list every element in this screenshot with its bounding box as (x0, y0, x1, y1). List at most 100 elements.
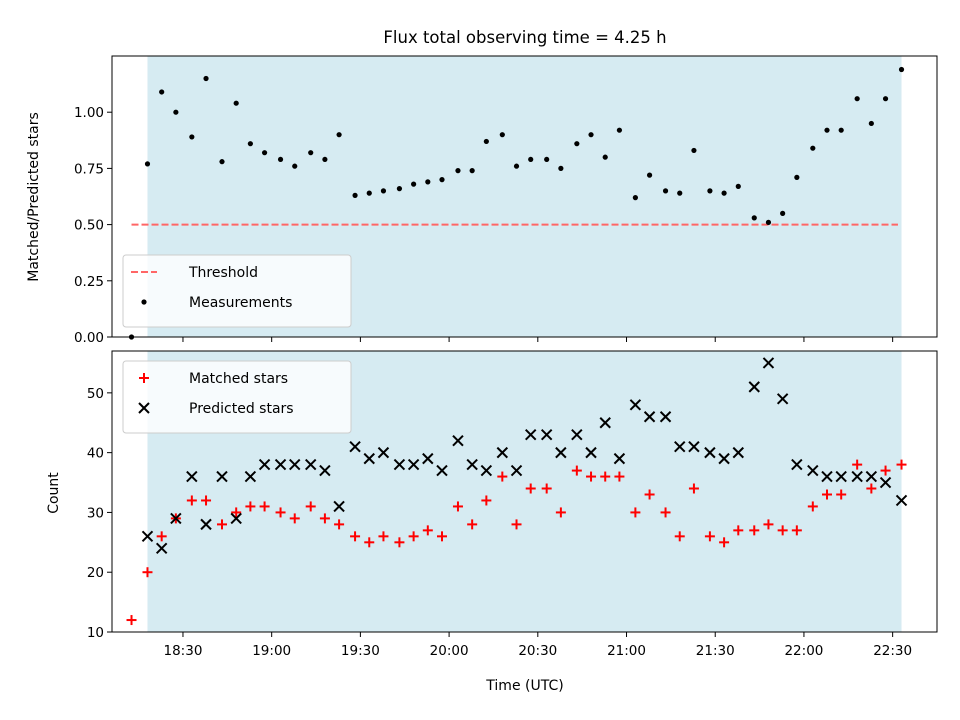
data-point (822, 489, 832, 500)
x-tick-label: 20:00 (430, 643, 469, 659)
data-point (203, 75, 209, 82)
data-point (791, 525, 802, 536)
data-point (602, 154, 608, 160)
data-point (851, 470, 863, 483)
data-point (854, 96, 860, 102)
data-point (366, 190, 372, 196)
x-tick-label: 19:00 (252, 643, 291, 659)
data-point (230, 512, 242, 525)
data-point (155, 542, 168, 555)
plot-frame (111, 350, 938, 633)
data-point (732, 446, 744, 459)
legend-symbol (138, 402, 150, 414)
x-tick-label: 22:00 (784, 643, 823, 659)
data-point (660, 507, 671, 518)
y-tick-label: 1.00 (74, 105, 104, 121)
data-point (259, 501, 270, 512)
y-tick-label: 50 (87, 386, 104, 402)
data-point (496, 446, 509, 459)
data-point (469, 168, 475, 174)
data-point (558, 165, 564, 171)
data-point (898, 66, 905, 73)
data-point (422, 525, 433, 536)
data-point (216, 470, 228, 483)
data-point (499, 132, 505, 138)
data-point (630, 507, 641, 518)
data-point (261, 150, 268, 156)
data-point (452, 434, 464, 447)
data-point (852, 459, 863, 470)
data-point (159, 89, 165, 95)
data-point (411, 181, 417, 187)
y-tick-label: 0.25 (74, 274, 104, 290)
data-point (186, 495, 197, 506)
data-point (896, 459, 907, 470)
data-point (378, 531, 389, 542)
data-point (483, 138, 489, 145)
data-point (735, 183, 741, 189)
data-point (865, 470, 878, 483)
data-point (245, 501, 256, 512)
data-point (322, 156, 328, 163)
data-point (497, 471, 508, 482)
top-y-axis-label: Matched/Predicted stars (26, 112, 42, 282)
data-point (588, 132, 594, 138)
data-point (350, 531, 361, 542)
data-point (571, 465, 582, 476)
data-point (333, 500, 345, 513)
data-point (525, 428, 537, 441)
data-point (480, 464, 493, 477)
data-point (763, 519, 774, 530)
data-point (614, 471, 625, 482)
data-point (824, 127, 830, 133)
data-point (275, 507, 286, 518)
legend: Matched stars Predicted stars (122, 360, 352, 434)
data-point (233, 100, 239, 106)
data-point (868, 120, 874, 127)
data-point (688, 440, 700, 453)
series-predicted-stars (141, 357, 908, 555)
data-point (201, 495, 212, 506)
data-point (762, 357, 775, 369)
x-tick-label: 22:30 (873, 643, 912, 659)
data-point (525, 483, 536, 494)
legend: Threshold Measurements (122, 254, 352, 328)
data-point (895, 494, 908, 507)
series-measurements (128, 66, 905, 340)
data-point (674, 531, 685, 542)
y-tick-label: 10 (87, 625, 104, 641)
bottom-y-axis-label: Count (46, 472, 62, 514)
data-point (748, 381, 760, 393)
data-point (807, 501, 818, 512)
data-point (363, 452, 375, 465)
data-point (425, 179, 431, 185)
data-point (555, 446, 567, 459)
data-point (466, 458, 478, 471)
legend-label: Matched stars (189, 371, 288, 387)
data-point (186, 470, 198, 483)
data-point (707, 188, 713, 194)
data-point (437, 531, 447, 542)
legend-label: Threshold (188, 265, 258, 281)
data-point (776, 393, 789, 405)
data-point (704, 446, 716, 459)
data-point (247, 141, 253, 147)
data-point (510, 464, 523, 477)
data-point (600, 471, 611, 482)
data-point (396, 186, 403, 192)
data-point (380, 188, 387, 194)
x-tick-label: 20:30 (518, 643, 557, 659)
data-point (866, 483, 877, 494)
data-point (749, 525, 760, 536)
data-point (882, 96, 889, 102)
series-matched-stars (126, 459, 907, 626)
data-point (289, 513, 300, 524)
data-point (807, 464, 819, 477)
data-point (408, 531, 419, 542)
legend-symbol (141, 299, 147, 305)
data-point (662, 188, 669, 194)
data-point (481, 495, 492, 506)
data-point (292, 163, 298, 169)
legend-label: Measurements (189, 295, 292, 311)
